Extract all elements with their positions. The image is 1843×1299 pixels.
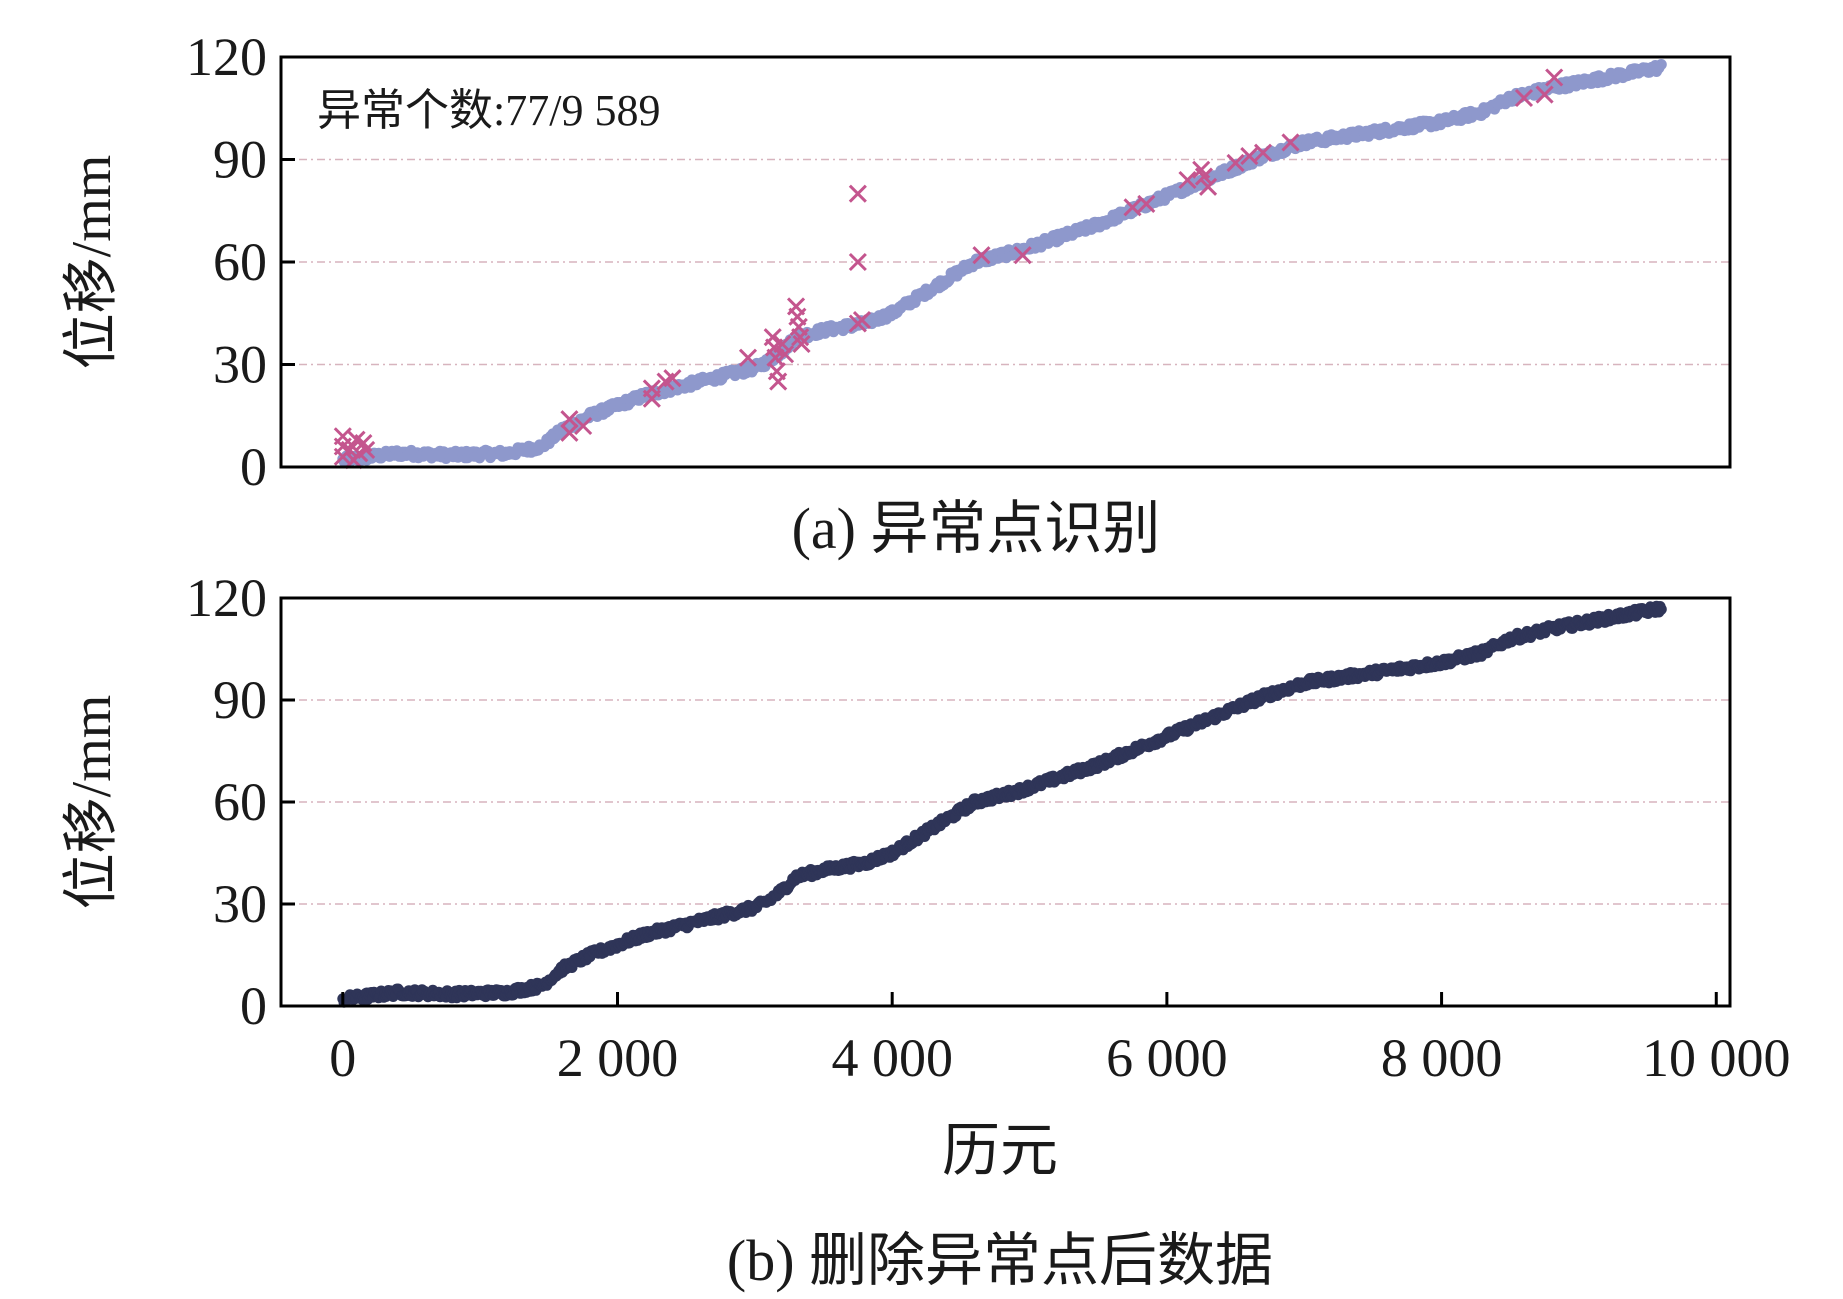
clean-series-b xyxy=(337,600,1667,1008)
anomaly-point xyxy=(773,334,792,354)
anomaly-point xyxy=(769,372,788,391)
x-tick-label: 6 000 xyxy=(1106,1028,1228,1088)
y-tick-label: 90 xyxy=(213,130,267,190)
anomaly-point xyxy=(560,423,579,442)
anomaly-point xyxy=(1281,133,1300,152)
y-tick-label: 60 xyxy=(213,772,267,832)
x-tick-label: 0 xyxy=(329,1028,356,1088)
x-tick-label: 2 000 xyxy=(557,1028,679,1088)
anomaly-point xyxy=(1226,153,1245,172)
anomaly-point xyxy=(972,246,991,265)
anomaly-point xyxy=(1137,194,1156,213)
panel-b: 0 30 60 90 120 0 2 000 4 000 6 000 8 000 10 000 位… xyxy=(61,568,1791,1293)
y-tick-label: 0 xyxy=(240,437,267,497)
anomaly-point xyxy=(852,311,872,330)
y-axis-label-b: 位移/mm xyxy=(61,695,123,910)
anomaly-markers-a xyxy=(333,68,1564,470)
anomaly-point xyxy=(663,369,682,388)
x-ticks-b: 0 2 000 4 000 6 000 8 000 10 000 xyxy=(329,992,1791,1088)
x-tick-label: 4 000 xyxy=(831,1028,953,1088)
anomaly-point xyxy=(791,328,810,347)
y-ticks-a: 0 30 60 90 120 xyxy=(186,27,295,497)
y-tick-label: 120 xyxy=(186,27,267,87)
raw-series-a xyxy=(337,59,1667,468)
anomaly-point xyxy=(340,440,359,459)
anomaly-point xyxy=(792,334,811,354)
anomaly-point xyxy=(357,440,376,459)
anomaly-point xyxy=(1240,147,1259,166)
y-tick-label: 120 xyxy=(186,568,267,628)
data-point xyxy=(1655,59,1667,70)
anomaly-point xyxy=(1178,170,1197,190)
y-ticks-b: 0 30 60 90 120 xyxy=(186,568,295,1036)
x-axis-label-b: 历元 xyxy=(942,1118,1058,1183)
anomaly-point xyxy=(1535,85,1554,104)
data-point xyxy=(1655,603,1667,615)
y-tick-label: 90 xyxy=(213,670,267,730)
anomaly-point xyxy=(1013,246,1032,265)
anomaly-point xyxy=(560,410,579,429)
anomaly-point xyxy=(775,345,795,364)
y-tick-label: 60 xyxy=(213,232,267,292)
anomaly-point xyxy=(1514,88,1534,108)
anomaly-point xyxy=(642,389,661,408)
y-tick-label: 0 xyxy=(240,976,267,1036)
y-axis-label-a: 位移/mm xyxy=(61,155,123,370)
y-tick-label: 30 xyxy=(213,335,267,395)
anomaly-point xyxy=(1545,68,1564,87)
anomaly-point xyxy=(574,416,593,436)
panel-a: 0 30 60 90 120 位移/mm 异常个数:77/9 589 (a) 异常点识别 xyxy=(61,27,1732,561)
anomaly-point xyxy=(848,252,867,272)
panel-a-caption: (a) 异常点识别 xyxy=(792,496,1161,561)
anomaly-count-annotation: 异常个数:77/9 589 xyxy=(317,86,660,135)
y-tick-label: 30 xyxy=(213,874,267,934)
anomaly-point xyxy=(1253,143,1273,162)
anomaly-point xyxy=(848,184,867,203)
anomaly-point xyxy=(1199,177,1218,196)
panel-b-caption: (b) 删除异常点后数据 xyxy=(727,1228,1273,1293)
anomaly-point xyxy=(1123,198,1142,217)
x-tick-label: 8 000 xyxy=(1381,1028,1503,1088)
anomaly-point xyxy=(1194,167,1214,186)
x-tick-label: 10 000 xyxy=(1642,1028,1791,1088)
anomaly-point xyxy=(738,348,758,367)
